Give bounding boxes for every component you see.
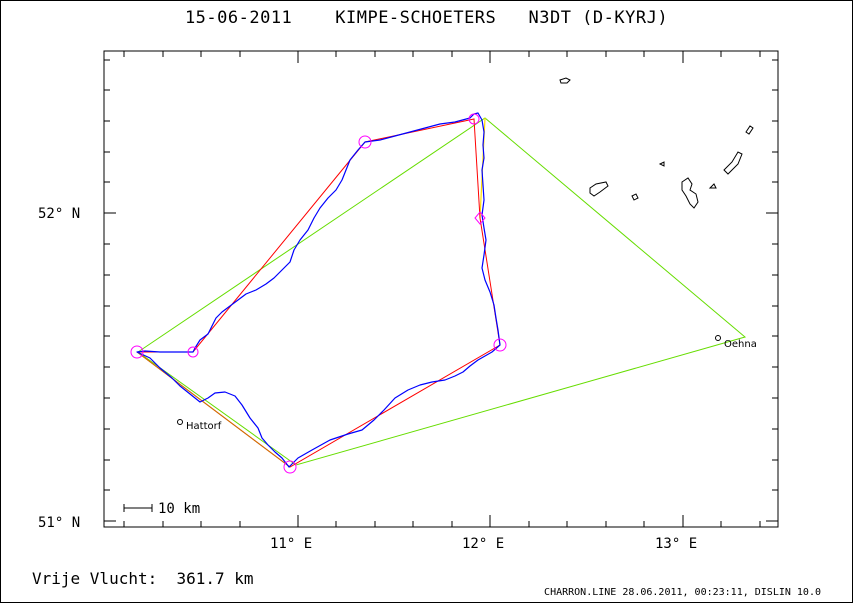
right-ticks xyxy=(766,59,778,522)
map-area xyxy=(103,50,779,528)
pilot-names: KIMPE-SCHOETERS xyxy=(335,8,497,28)
lake xyxy=(559,77,571,84)
scale-bar xyxy=(123,504,153,512)
turnpoint-marker xyxy=(358,135,372,149)
page-title: 15-06-2011 KIMPE-SCHOETERS N3DT (D-KYRJ) xyxy=(0,8,853,28)
water-bodies xyxy=(559,77,754,209)
turnpoint-marker xyxy=(130,345,144,359)
lon-label-11: 11° E xyxy=(270,536,312,552)
free-flight-summary: Vrije Vlucht: 361.7 km xyxy=(32,569,254,588)
lake xyxy=(723,151,743,175)
turnpoint-marker xyxy=(283,460,297,474)
lat-label-52: 52° N xyxy=(38,206,80,222)
lake xyxy=(589,181,609,197)
lake xyxy=(681,177,699,209)
free-flight-label: Vrije Vlucht: xyxy=(32,569,158,588)
lake xyxy=(658,161,665,167)
lon-label-13: 13° E xyxy=(655,536,697,552)
top-ticks xyxy=(123,51,761,63)
turnpoints xyxy=(130,113,507,474)
task-legs xyxy=(136,118,501,468)
lake xyxy=(708,183,717,189)
turnpoint-marker xyxy=(187,346,199,358)
town-label-oehna: Oehna xyxy=(724,339,757,350)
free-flight-distance: 361.7 km xyxy=(176,569,254,588)
bottom-ticks xyxy=(123,515,761,527)
lake xyxy=(745,125,754,135)
town-label-hattorf: Hattorf xyxy=(186,421,222,432)
lat-label-51: 51° N xyxy=(38,515,80,531)
town-marker-oehna xyxy=(715,335,721,341)
footer-info: CHARRON.LINE 28.06.2011, 00:23:11, DISLI… xyxy=(544,587,821,598)
fai-triangle xyxy=(137,117,747,466)
lake xyxy=(631,193,639,201)
turnpoint-marker xyxy=(474,211,486,225)
left-ticks xyxy=(104,59,116,522)
glider-id: N3DT (D-KYRJ) xyxy=(528,8,669,28)
lon-label-12: 12° E xyxy=(462,536,504,552)
turnpoint-marker xyxy=(493,338,507,352)
turnpoint-marker xyxy=(468,113,480,125)
town-marker-hattorf xyxy=(177,419,183,425)
flight-date: 15-06-2011 xyxy=(184,8,293,28)
flight-track xyxy=(136,112,501,468)
task-leg-return xyxy=(136,351,291,468)
scale-bar-label: 10 km xyxy=(158,501,200,517)
